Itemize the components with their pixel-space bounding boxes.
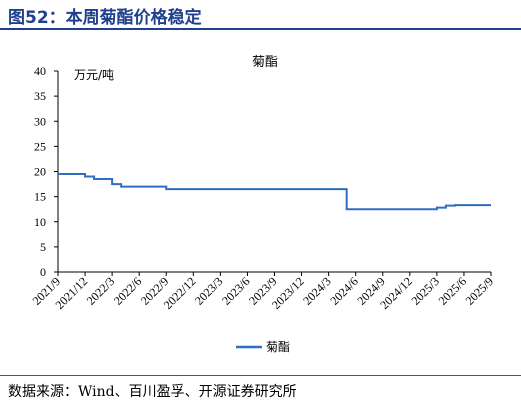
y-tick-label: 40	[34, 64, 46, 78]
x-tick-label: 2024/3	[300, 274, 333, 307]
y-tick-label: 35	[34, 89, 46, 103]
x-tick-label: 2025/6	[436, 274, 469, 307]
x-tick-label: 2022/3	[84, 274, 117, 307]
x-tick-label: 2022/6	[111, 274, 144, 307]
axes	[57, 71, 491, 273]
source-divider	[0, 375, 521, 376]
chart-title: 菊酯	[252, 55, 278, 70]
y-tick-label: 10	[34, 215, 46, 229]
x-axis-ticks: 2021/92021/122022/32022/62022/92022/1220…	[30, 272, 496, 312]
source-note: 数据来源：Wind、百川盈孚、开源证券研究所	[8, 384, 297, 400]
y-axis-ticks: 0 5 10 15 20 25 30 35 40	[34, 64, 58, 279]
x-tick-label: 2025/9	[463, 274, 496, 307]
series-lines	[58, 173, 491, 211]
legend: 菊酯	[236, 340, 290, 354]
y-tick-label: 25	[34, 139, 46, 153]
title-divider	[0, 28, 521, 30]
y-unit-label: 万元/吨	[74, 68, 114, 82]
series-line	[58, 173, 491, 211]
y-tick-label: 15	[34, 190, 46, 204]
y-tick-label: 30	[34, 114, 46, 128]
x-tick-label: 2023/6	[219, 274, 252, 307]
x-tick-label: 2025/3	[409, 274, 442, 307]
x-tick-label: 2024/6	[327, 274, 360, 307]
y-tick-label: 5	[40, 240, 46, 254]
x-tick-label: 2023/3	[192, 274, 225, 307]
y-tick-label: 0	[40, 265, 46, 279]
legend-label: 菊酯	[266, 340, 290, 354]
y-tick-label: 20	[34, 165, 46, 179]
figure-title: 图52：本周菊酯价格稳定	[8, 8, 202, 28]
